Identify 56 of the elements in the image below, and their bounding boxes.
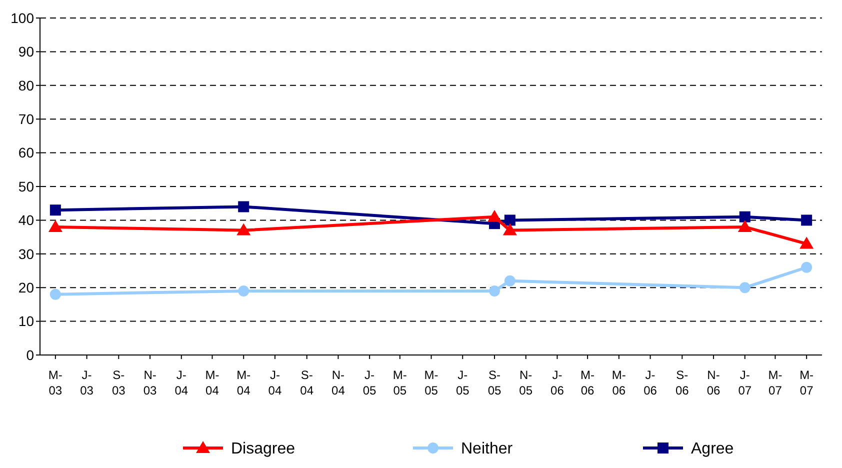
y-tick-label: 10: [18, 313, 34, 330]
point: [50, 288, 61, 300]
point: [800, 236, 814, 249]
point: [236, 223, 251, 236]
y-tick-label: 20: [18, 280, 34, 296]
y-tick-label: 30: [18, 246, 34, 262]
x-tick-label: M-07: [800, 368, 814, 398]
x-tick-label: J-07: [738, 368, 752, 398]
point: [504, 275, 516, 286]
x-tick-label: M-05: [392, 368, 407, 398]
point: [801, 262, 812, 273]
point: [739, 211, 750, 222]
point: [739, 282, 750, 294]
x-tick-label: N-06: [706, 368, 721, 398]
x-tick-label: N-04: [332, 368, 346, 398]
x-tick-label: J-06: [550, 368, 564, 398]
x-tick-label: S-04: [300, 368, 314, 398]
point: [502, 223, 517, 236]
x-tick-label: M-05: [424, 368, 438, 398]
x-tick-label: S-05: [488, 368, 502, 398]
point: [48, 220, 62, 232]
x-tick-label: S-06: [675, 368, 690, 398]
x-tick-label: J-05: [456, 368, 470, 398]
y-tick-label: 100: [10, 10, 34, 26]
x-tick-label: S-03: [112, 368, 126, 398]
x-tick-label: M-06: [612, 368, 626, 398]
y-tick-label: 60: [18, 144, 34, 161]
x-tick-label: N-05: [519, 368, 533, 398]
x-tick-label: M-07: [768, 368, 782, 398]
point: [50, 204, 61, 216]
point: [238, 285, 250, 296]
x-tick-label: J-04: [174, 368, 188, 398]
x-tick-label: M-04: [236, 368, 251, 398]
point: [738, 220, 752, 232]
y-tick-label: 70: [18, 111, 34, 127]
x-tick-label: M-06: [580, 368, 595, 398]
x-tick-label: M-03: [48, 368, 62, 398]
y-tick-label: 90: [18, 44, 34, 60]
point: [487, 210, 502, 222]
legend-label: Agree: [691, 440, 734, 458]
point: [504, 214, 516, 226]
point: [801, 214, 812, 226]
point: [238, 201, 250, 212]
legend-label: Disagree: [231, 440, 296, 458]
y-tick-label: 0: [26, 346, 34, 363]
x-tick-label: J-06: [644, 368, 658, 398]
legend-label: Neither: [461, 440, 514, 458]
point: [488, 285, 500, 296]
x-tick-label: N-03: [143, 368, 158, 398]
y-tick-label: 80: [18, 77, 34, 94]
x-tick-label: J-04: [268, 368, 282, 398]
y-tick-label: 40: [18, 212, 34, 228]
y-tick-label: 50: [18, 178, 34, 194]
x-tick-label: M-04: [205, 368, 220, 398]
x-tick-label: J-05: [362, 368, 377, 398]
x-tick-label: J-03: [80, 368, 94, 398]
